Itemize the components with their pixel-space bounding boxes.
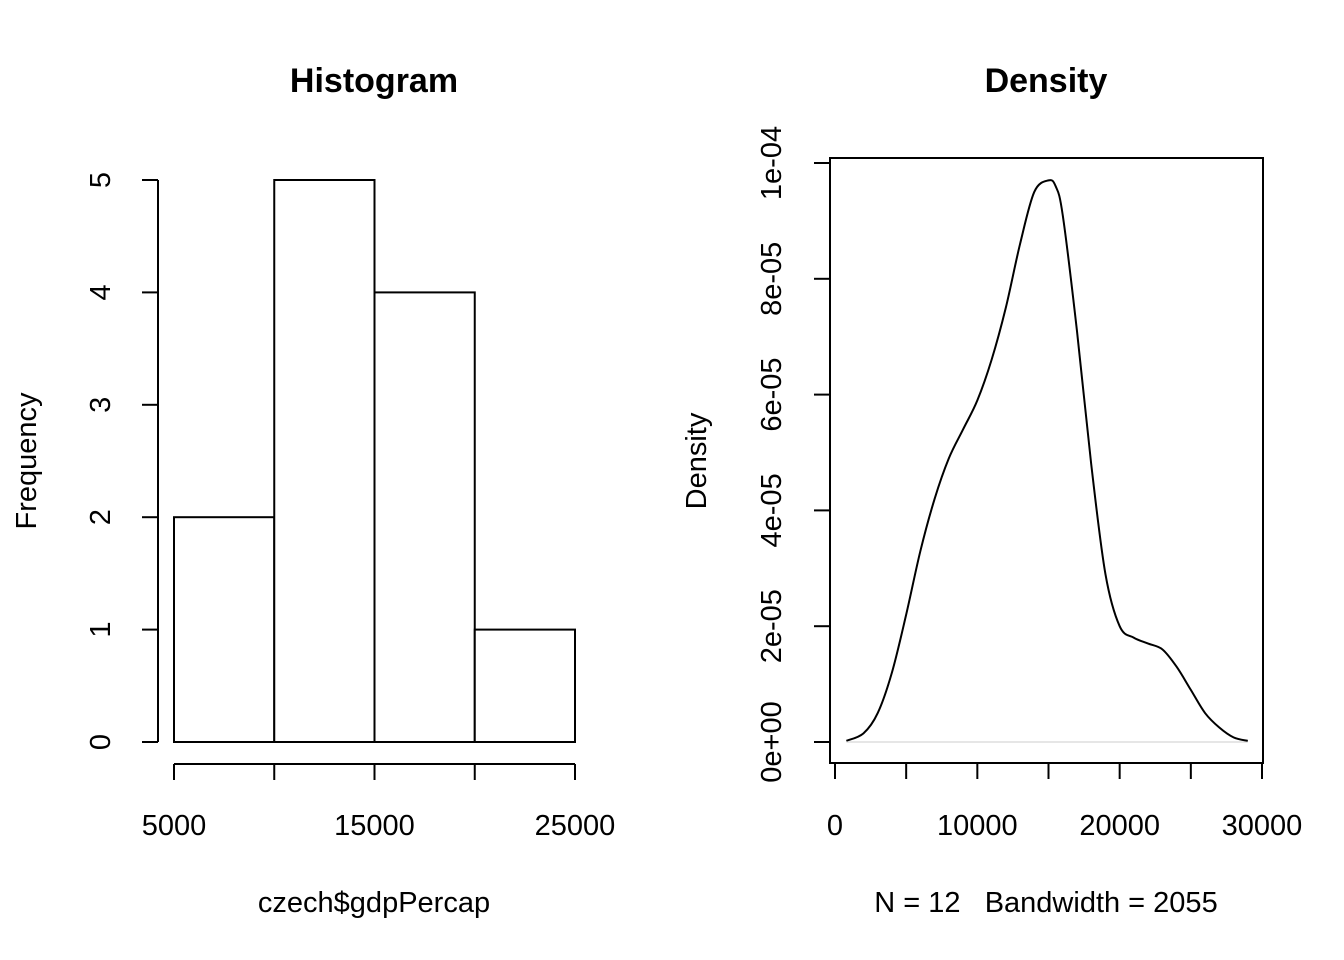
- histogram-y-tick-label: 3: [85, 397, 117, 413]
- histogram-bar-2: [273, 179, 376, 743]
- histogram-y-label: Frequency: [11, 392, 43, 530]
- histogram-axes: 0 1 2 3 4 5 5000 15000 25000: [85, 172, 615, 842]
- density-curve: [845, 179, 1249, 742]
- histogram-x-label: czech$gdpPercap: [258, 887, 490, 919]
- histogram-x-tick-label: 25000: [535, 810, 616, 842]
- density-x-label: N = 12 Bandwidth = 2055: [874, 887, 1217, 919]
- density-y-tick-label: 4e-05: [756, 473, 788, 547]
- density-panel: Density N = 12 Bandwidth = 2055 Density …: [681, 62, 1302, 919]
- histogram-bar-4: [473, 628, 576, 743]
- histogram-title: Histogram: [290, 62, 458, 100]
- histogram-bar-1: [173, 516, 276, 744]
- density-y-tick-label: 8e-05: [756, 242, 788, 316]
- density-axes: 0e+00 2e-05 4e-05 6e-05 8e-05 1e-04 0 10000 2000…: [756, 126, 1302, 842]
- histogram-y-tick-label: 0: [85, 734, 117, 750]
- histogram-y-tick-label: 1: [85, 622, 117, 638]
- histogram-y-tick-label: 2: [85, 509, 117, 525]
- density-x-tick-label: 20000: [1079, 810, 1160, 842]
- histogram-x-tick-label: 5000: [142, 810, 207, 842]
- density-y-tick-label: 1e-04: [756, 126, 788, 200]
- histogram-bar-3: [373, 291, 476, 743]
- histogram-y-tick-label: 5: [85, 172, 117, 188]
- histogram-bars: [173, 179, 576, 744]
- density-x-tick-label: 10000: [937, 810, 1018, 842]
- density-y-tick-label: 0e+00: [756, 701, 788, 782]
- histogram-x-tick-label: 15000: [334, 810, 415, 842]
- density-x-tick-label: 0: [827, 810, 843, 842]
- density-plot-frame: [829, 157, 1264, 764]
- density-x-tick-label: 30000: [1222, 810, 1303, 842]
- density-title: Density: [985, 62, 1108, 100]
- density-y-tick-label: 2e-05: [756, 589, 788, 663]
- density-y-tick-label: 6e-05: [756, 358, 788, 432]
- density-y-label: Density: [681, 412, 713, 509]
- histogram-y-tick-label: 4: [85, 284, 117, 300]
- histogram-panel: Histogram czech$gdpPercap Frequency 0 1 2 3…: [11, 62, 615, 919]
